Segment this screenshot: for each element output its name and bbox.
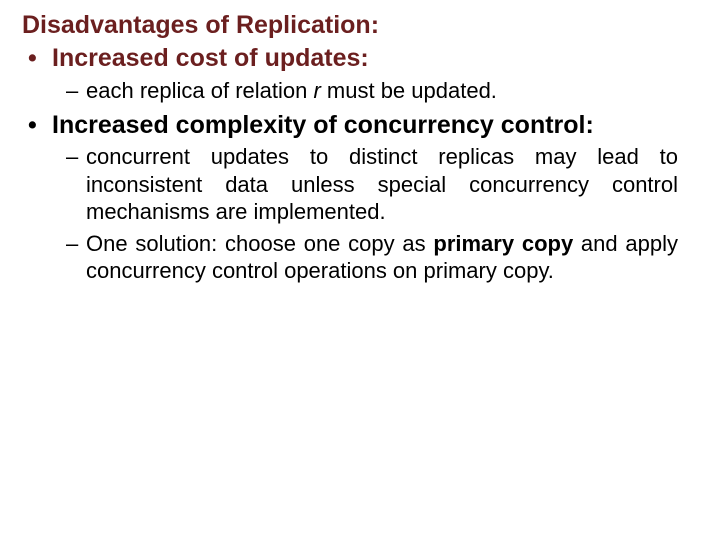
- point-1-sub-1: – each replica of relation r must be upd…: [66, 77, 698, 105]
- point-1-sub-1-text: each replica of relation r must be updat…: [86, 77, 698, 105]
- bullet-dash-icon: –: [66, 230, 86, 285]
- italic-var: r: [313, 78, 320, 103]
- point-2-sub-1-text: concurrent updates to distinct replicas …: [86, 143, 698, 226]
- point-2-sub-2-text: One solution: choose one copy as primary…: [86, 230, 698, 285]
- text-frag: must be updated.: [321, 78, 497, 103]
- bullet-dash-icon: –: [66, 143, 86, 226]
- point-2: • Increased complexity of concurrency co…: [28, 110, 698, 141]
- bullet-dot-icon: •: [28, 110, 52, 141]
- text-frag: each replica of relation: [86, 78, 313, 103]
- point-2-sub-1: – concurrent updates to distinct replica…: [66, 143, 698, 226]
- point-1: • Increased cost of updates:: [28, 43, 698, 74]
- bold-term: primary copy: [433, 231, 573, 256]
- slide-body: Disadvantages of Replication: • Increase…: [0, 0, 720, 540]
- point-1-label: Increased cost of updates:: [52, 43, 698, 74]
- bullet-dash-icon: –: [66, 77, 86, 105]
- point-2-sub-2: – One solution: choose one copy as prima…: [66, 230, 698, 285]
- slide-heading: Disadvantages of Replication:: [22, 10, 698, 41]
- text-frag: One solution: choose one copy as: [86, 231, 433, 256]
- point-2-label: Increased complexity of concurrency cont…: [52, 110, 698, 141]
- bullet-dot-icon: •: [28, 43, 52, 74]
